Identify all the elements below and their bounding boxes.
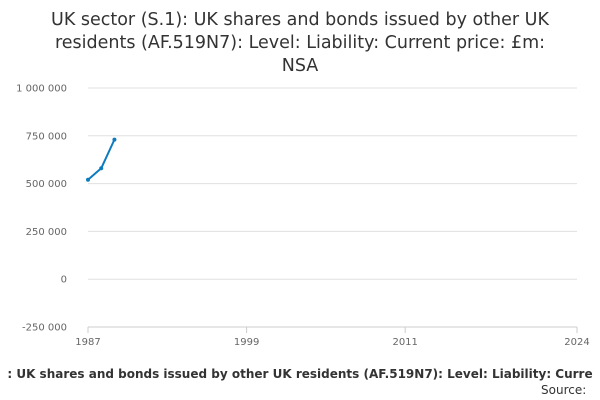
x-tick-label: 2011 bbox=[392, 337, 417, 348]
chart-title-line-2: residents (AF.519N7): Level: Liability: … bbox=[55, 33, 545, 53]
y-tick-label: 250 000 bbox=[26, 227, 67, 238]
chart-title-line-1: UK sector (S.1): UK shares and bonds iss… bbox=[51, 10, 549, 30]
chart-caption: : UK shares and bonds issued by other UK… bbox=[7, 367, 592, 381]
x-tick-label: 2024 bbox=[564, 337, 589, 348]
y-tick-label: -250 000 bbox=[22, 323, 67, 334]
y-tick-label: 0 bbox=[61, 275, 67, 286]
series-line bbox=[87, 138, 116, 181]
data-point bbox=[86, 177, 90, 182]
gridlines bbox=[88, 87, 577, 328]
y-tick-label: 1 000 000 bbox=[16, 84, 67, 95]
plot-area bbox=[86, 137, 117, 182]
chart-title: UK sector (S.1): UK shares and bonds iss… bbox=[51, 10, 549, 76]
chart-title-line-3: NSA bbox=[282, 56, 319, 76]
data-point bbox=[99, 166, 104, 171]
x-axis: 1987 1999 2011 2024 bbox=[75, 326, 590, 348]
y-tick-label: 750 000 bbox=[26, 131, 67, 142]
y-tick-label: 500 000 bbox=[26, 179, 67, 190]
data-point bbox=[112, 137, 117, 142]
x-tick-label: 1987 bbox=[75, 337, 100, 348]
y-axis-tick-labels: 1 000 000 750 000 500 000 250 000 0 -250 000 bbox=[16, 84, 67, 334]
source-label: Source: bbox=[541, 383, 586, 397]
x-tick-label: 1999 bbox=[234, 337, 259, 348]
